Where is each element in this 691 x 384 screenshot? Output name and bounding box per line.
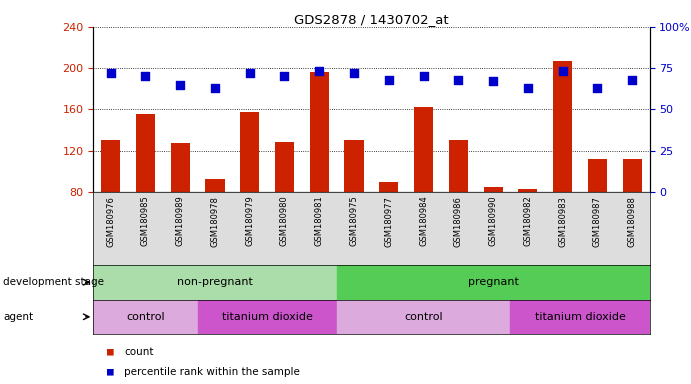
Point [592, 85, 603, 91]
Text: ■: ■ [107, 366, 114, 377]
Text: titanium dioxide: titanium dioxide [535, 312, 625, 322]
Bar [588, 159, 607, 192]
Bar [484, 187, 502, 192]
Bar [623, 159, 642, 192]
Bar [337, 265, 650, 300]
Bar [553, 61, 572, 192]
Bar [310, 72, 329, 192]
Bar [198, 300, 337, 334]
Point [557, 68, 568, 74]
Point [244, 70, 255, 76]
Text: titanium dioxide: titanium dioxide [222, 312, 312, 322]
Point [488, 78, 499, 84]
Text: development stage: development stage [3, 277, 104, 287]
Text: GSM180984: GSM180984 [419, 196, 428, 247]
Point [175, 82, 186, 88]
Text: GSM180975: GSM180975 [350, 196, 359, 247]
Text: ■: ■ [107, 346, 114, 357]
Bar [275, 142, 294, 192]
Point [279, 73, 290, 79]
Text: GSM180985: GSM180985 [141, 196, 150, 247]
Bar [240, 111, 259, 192]
Text: GSM180986: GSM180986 [454, 196, 463, 247]
Text: percentile rank within the sample: percentile rank within the sample [124, 366, 301, 377]
Point [140, 73, 151, 79]
Text: GSM180990: GSM180990 [489, 196, 498, 246]
Text: agent: agent [3, 312, 34, 322]
Text: GSM180977: GSM180977 [384, 196, 393, 247]
Bar [171, 144, 190, 192]
Point [314, 68, 325, 74]
Text: GSM180982: GSM180982 [523, 196, 532, 247]
Point [384, 77, 395, 83]
Text: GSM180976: GSM180976 [106, 196, 115, 247]
Bar [345, 141, 363, 192]
Bar [511, 300, 650, 334]
Text: GSM180981: GSM180981 [315, 196, 324, 247]
Point [209, 85, 220, 91]
Text: GSM180989: GSM180989 [176, 196, 184, 247]
Text: GSM180987: GSM180987 [593, 196, 602, 247]
Text: GSM180978: GSM180978 [211, 196, 220, 247]
Point [453, 77, 464, 83]
Bar [93, 265, 337, 300]
Text: non-pregnant: non-pregnant [177, 277, 253, 287]
Text: control: control [404, 312, 443, 322]
Point [105, 70, 116, 76]
Point [418, 73, 429, 79]
Text: count: count [124, 346, 154, 357]
Text: GSM180988: GSM180988 [627, 196, 636, 247]
Bar [414, 108, 433, 192]
Bar [518, 189, 538, 192]
Bar [93, 300, 198, 334]
Text: GSM180983: GSM180983 [558, 196, 567, 247]
Title: GDS2878 / 1430702_at: GDS2878 / 1430702_at [294, 13, 448, 26]
Bar [101, 141, 120, 192]
Bar [448, 141, 468, 192]
Point [627, 77, 638, 83]
Bar [379, 182, 398, 192]
Bar [337, 300, 511, 334]
Text: pregnant: pregnant [468, 277, 518, 287]
Bar [205, 179, 225, 192]
Bar [136, 114, 155, 192]
Point [522, 85, 533, 91]
Text: GSM180980: GSM180980 [280, 196, 289, 247]
Text: control: control [126, 312, 164, 322]
Text: GSM180979: GSM180979 [245, 196, 254, 247]
Point [348, 70, 359, 76]
